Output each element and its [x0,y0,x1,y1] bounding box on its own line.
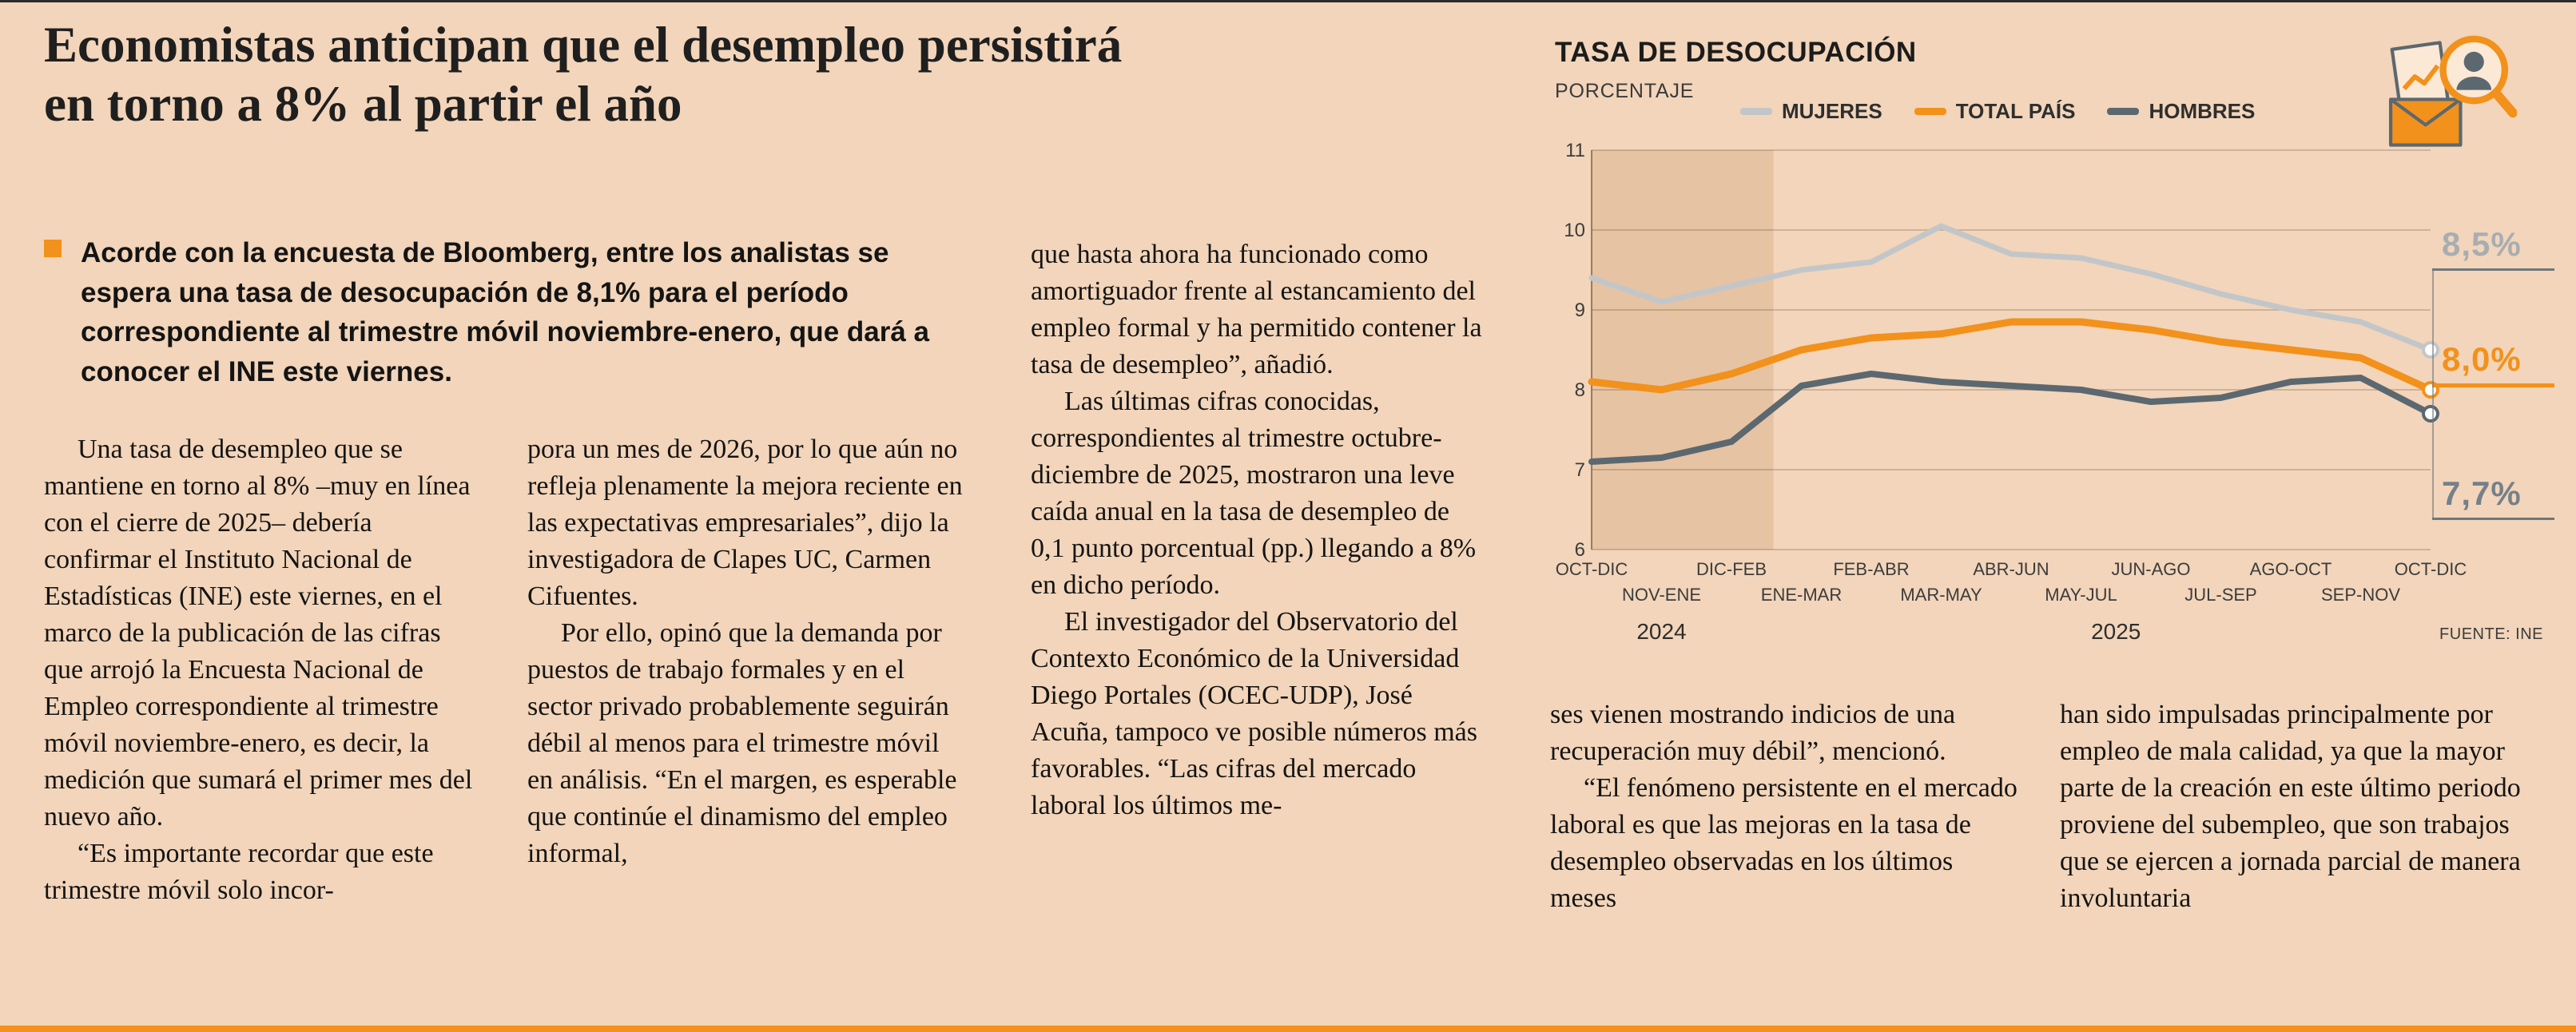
svg-text:OCT-DIC: OCT-DIC [1556,559,1628,579]
svg-text:2024: 2024 [1636,619,1686,644]
svg-text:2025: 2025 [2091,619,2141,644]
svg-text:OCT-DIC: OCT-DIC [2395,559,2467,579]
svg-text:AGO-OCT: AGO-OCT [2250,559,2332,579]
svg-text:9: 9 [1575,300,1585,321]
headline-line-1: Economistas anticipan que el desempleo p… [44,17,1123,73]
article-column-4: ses vienen mostrando indicios de una rec… [1550,697,2023,917]
paragraph: han sido impulsadas principalmente por e… [2060,700,2521,913]
legend-item-total-pais: TOTAL PAÍS [1914,99,2076,124]
svg-text:7: 7 [1575,459,1585,481]
unemployment-rate-chart: TASA DE DESOCUPACIÓN PORCENTAJE MUJERES … [1550,21,2554,679]
article-column-3: que hasta ahora ha funcionado como amort… [1031,236,1488,824]
end-label-connector-line [2432,268,2434,519]
paragraph: Por ello, opinó que la demanda por puest… [527,618,957,868]
lead-text: Acorde con la encuesta de Bloomberg, ent… [81,237,929,388]
svg-text:6: 6 [1575,539,1585,561]
svg-text:NOV-ENE: NOV-ENE [1622,585,1701,605]
legend-label-mujeres: MUJERES [1782,99,1882,123]
svg-text:FEB-ABR: FEB-ABR [1833,559,1909,579]
svg-text:FUENTE: INE: FUENTE: INE [2439,625,2543,643]
svg-text:MAY-JUL: MAY-JUL [2045,585,2117,605]
svg-text:11: 11 [1565,142,1585,161]
paragraph: “El fenómeno persistente en el mercado l… [1550,773,2017,913]
chart-end-label-total-pais: 8,0% [2432,340,2554,387]
article-column-1: Una tasa de desempleo que se mantiene en… [44,431,482,909]
legend-label-total-pais: TOTAL PAÍS [1955,99,2076,123]
svg-text:JUL-SEP: JUL-SEP [2184,585,2256,605]
bottom-rule [0,1026,2576,1032]
top-rule [0,0,2576,2]
svg-text:DIC-FEB: DIC-FEB [1696,559,1767,579]
legend-item-hombres: HOMBRES [2107,99,2255,124]
article-column-2: pora un mes de 2026, por lo que aún no r… [527,431,965,872]
report-magnifier-icon [2383,21,2518,157]
chart-subtitle: PORCENTAJE [1555,80,1695,102]
line-plot: 6 7 8 9 10 11 OCT-DIC NOV-ENE DIC-FEB ENE-MAR FEB-… [1556,142,2543,644]
mujeres-line-swatch-icon [1740,108,1772,115]
svg-text:MAR-MAY: MAR-MAY [1900,585,1982,605]
headline: Economistas anticipan que el desempleo p… [44,16,1450,133]
paragraph: Una tasa de desempleo que se mantiene en… [44,435,473,832]
svg-text:JUN-AGO: JUN-AGO [2112,559,2191,579]
paragraph: El investigador del Observatorio del Con… [1031,607,1477,820]
paragraph: ses vienen mostrando indicios de una rec… [1550,700,1956,766]
svg-text:8: 8 [1575,379,1585,401]
article-column-5: han sido impulsadas principalmente por e… [2060,697,2539,917]
svg-text:SEP-NOV: SEP-NOV [2321,585,2400,605]
headline-line-2: en torno a 8% al partir el año [44,75,682,132]
paragraph: “Es importante recordar que este trimest… [44,839,434,905]
chart-legend: MUJERES TOTAL PAÍS HOMBRES [1740,99,2255,124]
total-pais-line-swatch-icon [1914,108,1946,115]
svg-text:10: 10 [1564,220,1585,241]
paragraph: Las últimas cifras conocidas, correspond… [1031,387,1477,600]
lead-paragraph: Acorde con la encuesta de Bloomberg, ent… [44,233,943,392]
chart-end-label-hombres: 7,7% [2432,474,2554,520]
chart-title: TASA DE DESOCUPACIÓN [1555,37,1917,68]
svg-text:ABR-JUN: ABR-JUN [1973,559,2049,579]
svg-text:ENE-MAR: ENE-MAR [1761,585,1842,605]
paragraph: que hasta ahora ha funcionado como amort… [1031,240,1482,379]
chart-end-label-mujeres: 8,5% [2432,225,2554,271]
legend-label-hombres: HOMBRES [2149,99,2256,123]
legend-item-mujeres: MUJERES [1740,99,1882,124]
paragraph: pora un mes de 2026, por lo que aún no r… [527,435,963,611]
lead-bullet-icon [44,240,62,257]
hombres-line-swatch-icon [2107,108,2140,115]
